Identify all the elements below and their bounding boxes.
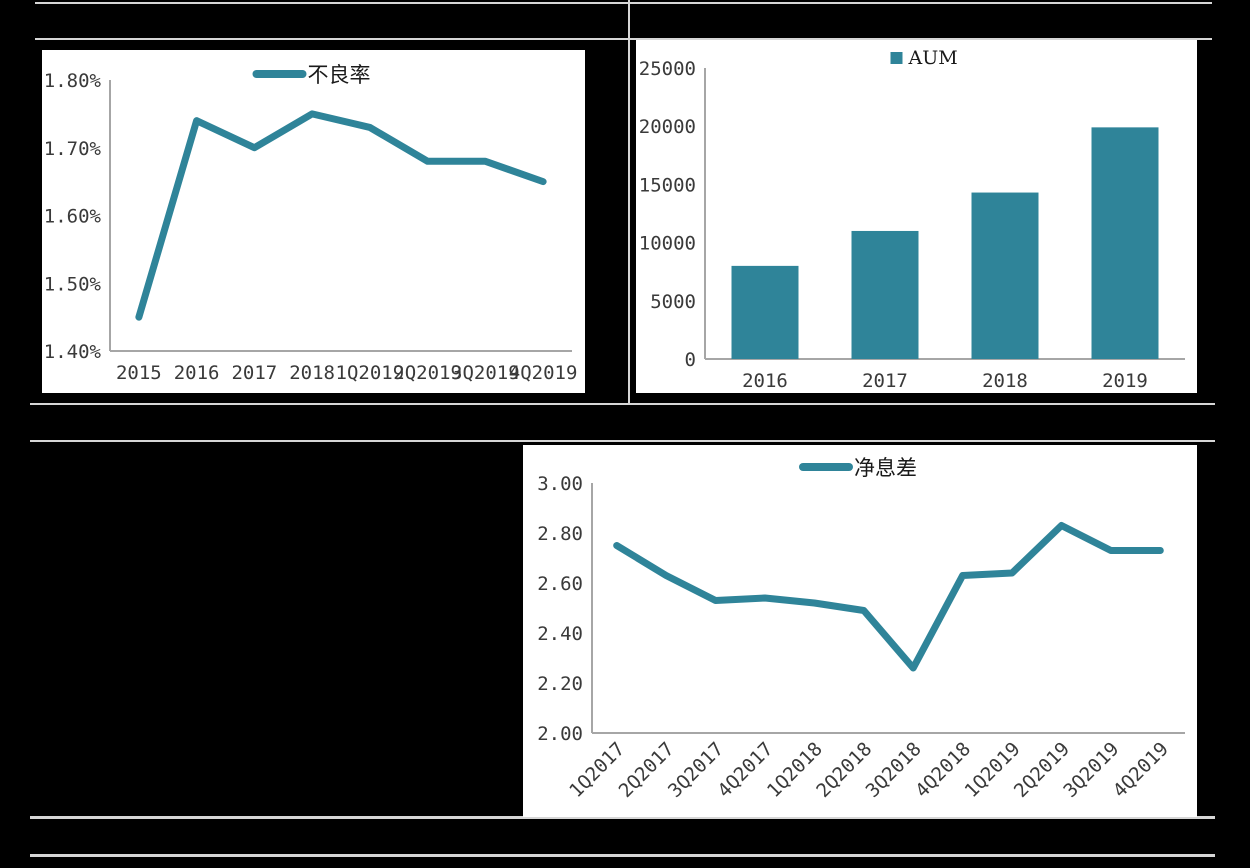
x-tick-label: 2018 [289, 362, 335, 384]
divider-bottom-2 [30, 854, 1215, 857]
x-tick-label: 2016 [742, 370, 788, 392]
y-tick-label: 2.60 [537, 573, 583, 595]
y-tick-label: 15000 [639, 174, 696, 196]
legend-label: 不良率 [308, 63, 371, 87]
y-tick-label: 1.80% [44, 70, 102, 92]
divider-mid-1 [30, 403, 1215, 405]
y-tick-label: 2.20 [537, 673, 583, 695]
divider-bottom-1 [30, 816, 1215, 819]
divider-under-titles [35, 38, 1212, 40]
y-tick-label: 20000 [639, 116, 696, 138]
x-tick-label: 2Q2019 [393, 362, 462, 384]
x-tick-label: 3Q2019 [451, 362, 520, 384]
x-tick-label: 1Q2019 [336, 362, 405, 384]
y-tick-label: 1.60% [44, 206, 102, 228]
x-tick-label: 2017 [862, 370, 908, 392]
npl-ratio-line-chart: 不良率 1.40% 1.50% 1.60% 1.70% 1.80% 2015 2016 2017… [42, 50, 585, 393]
x-tick-label: 2018 [982, 370, 1028, 392]
divider-vertical [628, 0, 630, 403]
bar-2019 [1091, 127, 1159, 359]
y-tick-label: 3.00 [537, 473, 583, 495]
y-tick-label: 2.40 [537, 623, 583, 645]
y-tick-label: 10000 [639, 233, 696, 255]
npl-chart-canvas: 不良率 1.40% 1.50% 1.60% 1.70% 1.80% 2015 2016 2017… [44, 63, 578, 384]
net-interest-margin-chart: 净息差 2.00 2.20 2.40 2.60 2.80 3.00 1Q2017 2Q2017 3… [523, 445, 1197, 817]
legend-square-swatch [890, 52, 903, 64]
bar-2017 [851, 230, 919, 359]
aum-bar-chart: AUM 0 5000 10000 15000 20000 25000 2016 2017 2018… [636, 40, 1197, 393]
y-tick-label: 2.80 [537, 523, 583, 545]
nim-chart-canvas: 净息差2.002.202.402.602.803.001Q20172Q20173… [537, 456, 1185, 802]
data-line-净息差 [613, 522, 1164, 672]
legend-label: 净息差 [854, 456, 917, 480]
legend-label: AUM [908, 47, 958, 69]
aum-chart-canvas: AUM 0 5000 10000 15000 20000 25000 2016 2017 2018… [639, 47, 1185, 392]
y-tick-label: 1.40% [44, 341, 102, 363]
x-tick-label: 4Q2019 [1109, 738, 1173, 802]
data-line-不良率 [135, 110, 547, 321]
y-tick-label: 2.00 [537, 723, 583, 745]
divider-mid-2 [30, 440, 1215, 442]
x-tick-label: 4Q2019 [509, 362, 578, 384]
bar-2016 [731, 265, 799, 359]
x-tick-label: 2019 [1102, 370, 1148, 392]
y-tick-label: 5000 [650, 291, 696, 313]
x-tick-label: 2016 [174, 362, 220, 384]
y-tick-label: 25000 [639, 58, 696, 80]
bar-2018 [971, 192, 1039, 359]
x-tick-label: 2017 [231, 362, 277, 384]
y-tick-label: 0 [685, 349, 696, 371]
y-tick-label: 1.70% [44, 138, 102, 160]
divider-top [35, 2, 1212, 4]
y-tick-label: 1.50% [44, 273, 102, 295]
x-tick-label: 2015 [116, 362, 162, 384]
